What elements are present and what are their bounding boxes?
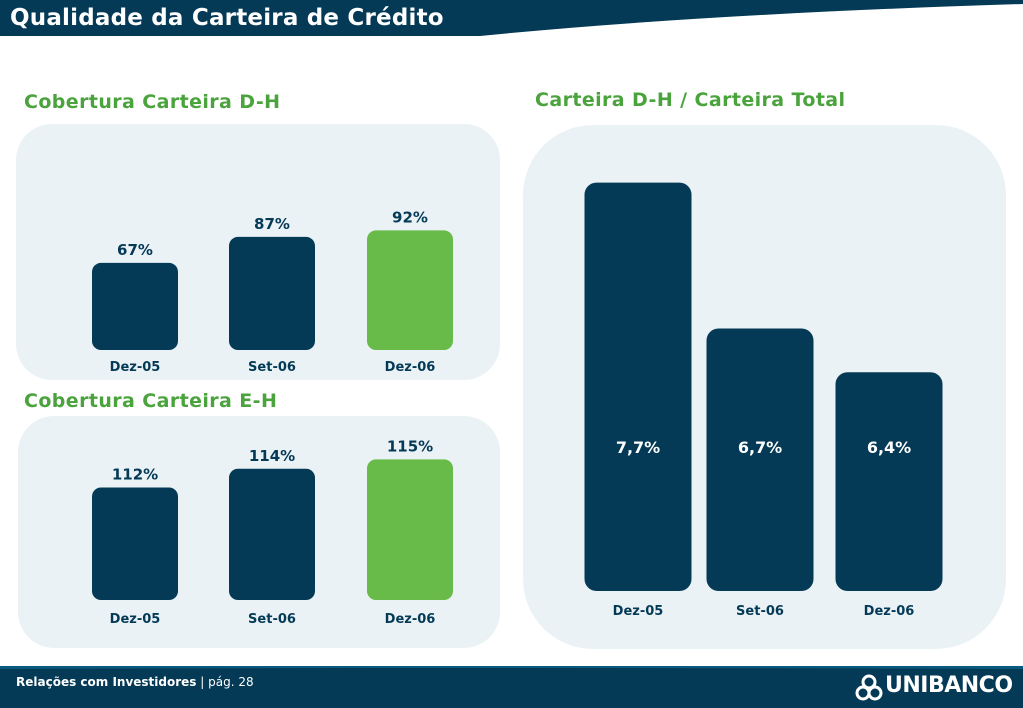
section-title-ratio: Carteira D-H / Carteira Total xyxy=(535,89,846,111)
footer-text: Relações com Investidores | pág. 28 xyxy=(16,675,254,689)
bar-set-06 xyxy=(229,468,315,600)
chart-eh: 112% Dez-05 114% Set-06 115% Dez-06 xyxy=(92,437,453,627)
value-label-dez-05: 112% xyxy=(112,466,158,484)
value-label-dez-05: 67% xyxy=(117,241,153,259)
page-title: Qualidade da Carteira de Crédito xyxy=(10,5,444,31)
category-label-dez-06: Dez-06 xyxy=(864,604,915,619)
value-label-dez-06: 6,4% xyxy=(867,438,911,457)
footer-band xyxy=(0,666,1023,708)
bar-dez-05 xyxy=(584,182,692,591)
category-label-dez-06: Dez-06 xyxy=(385,612,436,627)
category-label-set-06: Set-06 xyxy=(248,612,296,627)
bar-dez-06 xyxy=(835,372,943,591)
value-label-dez-05: 7,7% xyxy=(616,438,660,457)
value-label-dez-06: 115% xyxy=(387,437,433,455)
unibanco-logo-icon xyxy=(855,674,883,701)
chart-dh: 67% Dez-05 87% Set-06 92% Dez-06 xyxy=(92,208,453,375)
chart-ratio: 7,7% Dez-05 6,7% Set-06 6,4% Dez-06 xyxy=(584,182,943,619)
value-label-set-06: 87% xyxy=(254,215,290,233)
category-label-dez-05: Dez-05 xyxy=(110,360,161,375)
section-title-eh: Cobertura Carteira E-H xyxy=(24,390,278,412)
bar-dez-05 xyxy=(92,487,178,600)
bar-dez-06 xyxy=(367,459,453,600)
header-band xyxy=(0,0,1023,36)
category-label-dez-06: Dez-06 xyxy=(385,360,436,375)
value-label-set-06: 114% xyxy=(249,447,295,465)
bar-set-06 xyxy=(229,236,315,350)
footer-separator: | xyxy=(200,675,205,689)
category-label-dez-05: Dez-05 xyxy=(613,604,664,619)
section-title-dh: Cobertura Carteira D-H xyxy=(24,91,281,113)
footer-page-number: pág. 28 xyxy=(208,675,254,689)
category-label-set-06: Set-06 xyxy=(248,360,296,375)
bar-set-06 xyxy=(706,328,814,591)
value-label-set-06: 6,7% xyxy=(738,438,782,457)
unibanco-logo: UNIBANCO xyxy=(855,673,1020,703)
bar-dez-05 xyxy=(92,262,178,350)
footer-section: Relações com Investidores xyxy=(16,675,197,689)
bar-dez-06 xyxy=(367,230,453,350)
unibanco-logo-text: UNIBANCO xyxy=(885,673,1013,698)
category-label-dez-05: Dez-05 xyxy=(110,612,161,627)
value-label-dez-06: 92% xyxy=(392,208,428,226)
category-label-set-06: Set-06 xyxy=(736,604,784,619)
